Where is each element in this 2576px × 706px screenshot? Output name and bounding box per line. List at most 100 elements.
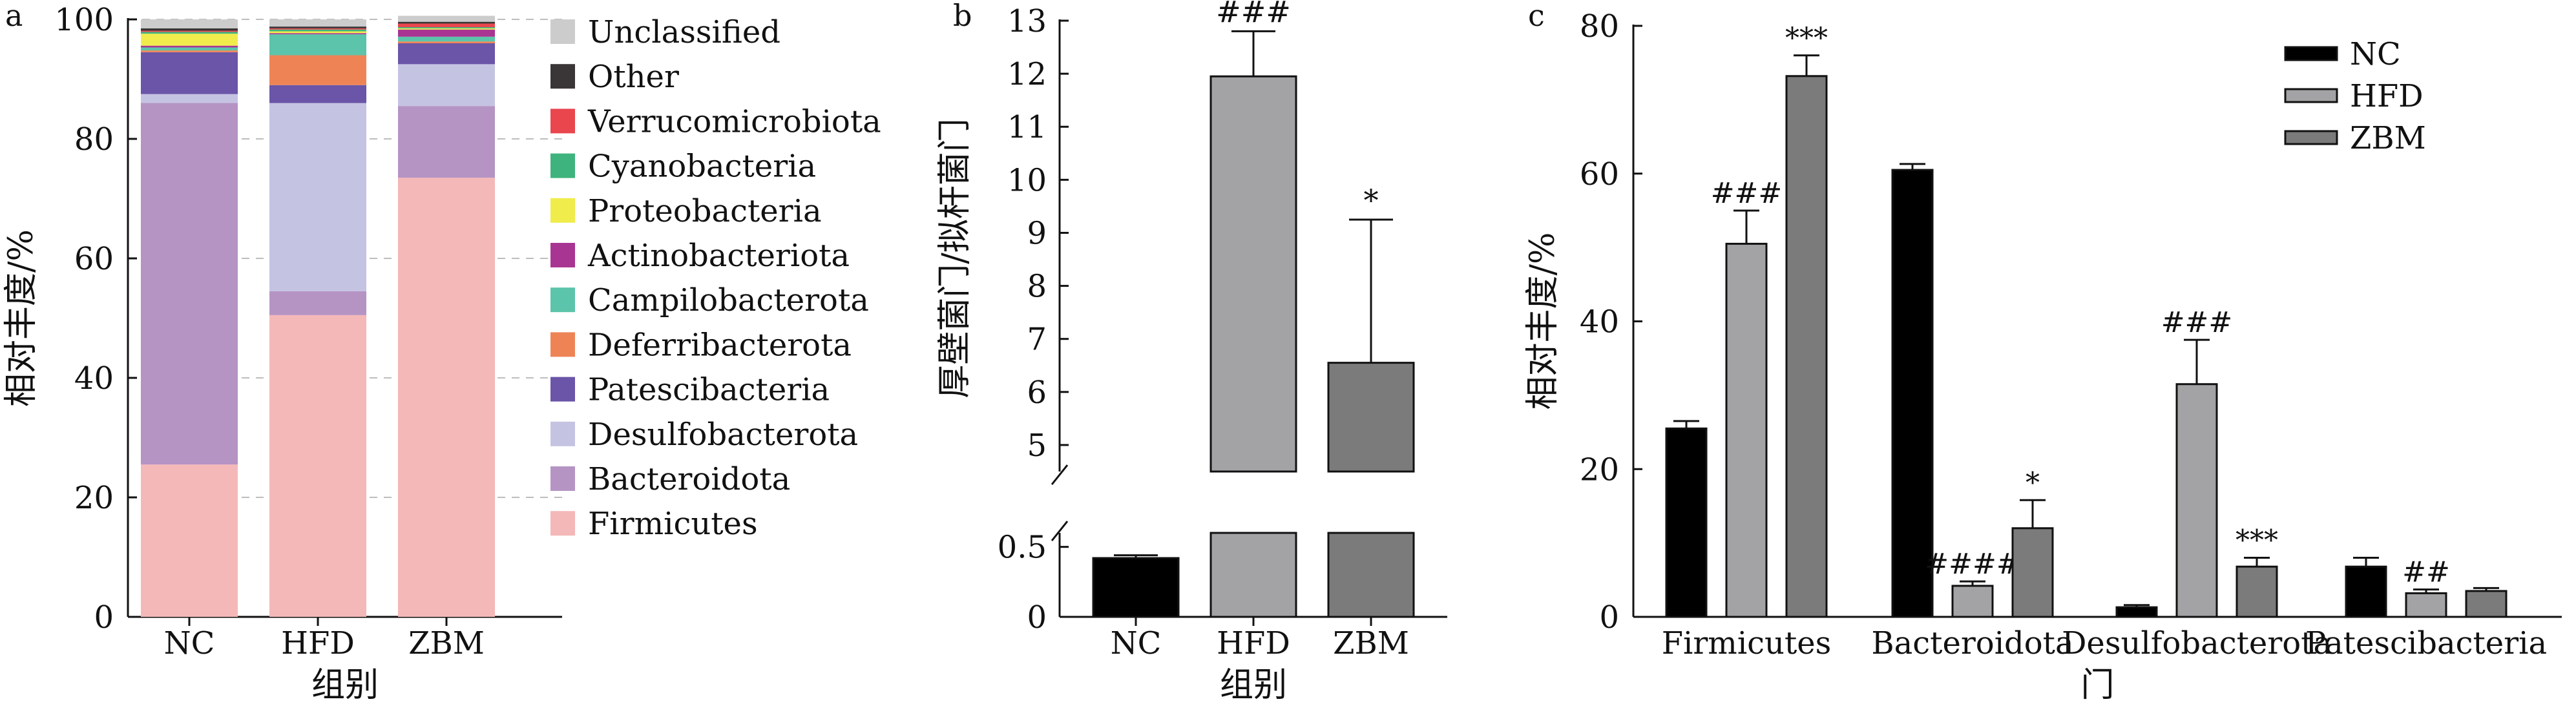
x-tick-label: Desulfobacterota xyxy=(2062,625,2332,661)
legend-label: Other xyxy=(588,59,679,95)
y-tick-label: 12 xyxy=(1007,56,1047,92)
bar-segment xyxy=(398,21,495,24)
significance-label: #### xyxy=(1925,548,2020,581)
bar-segment xyxy=(141,52,238,94)
legend-label: Unclassified xyxy=(588,14,780,50)
legend-swatch xyxy=(2284,130,2338,145)
y-tick-label: 8 xyxy=(1027,269,1047,305)
bar xyxy=(2465,590,2508,618)
bar xyxy=(1209,75,1297,473)
significance-label: *** xyxy=(1785,22,1828,55)
bar-segment xyxy=(398,36,495,42)
significance-label: * xyxy=(2026,466,2040,499)
y-tick-label: 40 xyxy=(1580,304,1619,340)
bar-segment xyxy=(269,28,366,30)
y-tick-label: 80 xyxy=(1580,8,1619,45)
panel-b: b 5 6 7 8 9 10 11 12 13 0 0.5 厚壁菌门/拟杆菌门 NC ### HFD * ZBM… xyxy=(936,0,1447,705)
bar-segment xyxy=(141,50,238,52)
bar-segment xyxy=(269,19,366,27)
x-axis-label: 组别 xyxy=(311,666,379,705)
y-tick-label: 11 xyxy=(1007,109,1047,145)
bar-segment xyxy=(141,34,238,46)
bar-segment xyxy=(398,29,495,37)
y-tick-label: 0 xyxy=(1599,599,1619,636)
y-tick-label: 9 xyxy=(1027,215,1047,251)
y-tick-label: 20 xyxy=(74,480,114,516)
bar-segment xyxy=(269,33,366,35)
x-tick-label: HFD xyxy=(1217,625,1290,661)
y-tick-label: 100 xyxy=(54,2,114,38)
significance-label: *** xyxy=(2236,524,2278,557)
legend-label: Bacteroidota xyxy=(588,461,790,497)
legend-label: Cyanobacteria xyxy=(588,149,816,185)
bar-segment xyxy=(141,94,238,103)
legend-swatch xyxy=(550,198,575,223)
bar xyxy=(2115,606,2158,618)
legend-swatch xyxy=(550,287,575,313)
legend-label: Proteobacteria xyxy=(588,193,822,229)
bar-segment xyxy=(269,291,366,315)
bar xyxy=(1092,557,1180,618)
y-tick-label: 0.5 xyxy=(998,530,1047,566)
y-tick-label: 0 xyxy=(94,599,114,636)
bar-segment xyxy=(141,19,238,28)
bar-segment xyxy=(398,106,495,178)
legend-swatch xyxy=(550,64,575,89)
legend-swatch xyxy=(550,466,575,491)
bar xyxy=(1327,362,1415,473)
bar-segment xyxy=(398,27,495,28)
bar xyxy=(2345,565,2387,618)
legend-swatch xyxy=(550,243,575,267)
bar xyxy=(2011,527,2054,618)
legend-swatch xyxy=(550,153,575,178)
bar xyxy=(1665,427,1708,618)
axis-break-mark xyxy=(1051,521,1069,541)
panel-a: a 0 20 40 60 80 100 相对丰度/% NC HFD ZBM 组别 Unclassifi… xyxy=(2,0,881,705)
bar-segment xyxy=(398,23,495,28)
legend-swatch xyxy=(550,19,575,44)
legend-label: NC xyxy=(2350,36,2401,72)
y-axis-label: 相对丰度/% xyxy=(2,229,41,407)
x-tick-label: HFD xyxy=(281,625,355,661)
bar-segment xyxy=(141,28,238,31)
bar-segment xyxy=(141,45,238,48)
x-tick-label: Patescibacteria xyxy=(2305,625,2547,661)
bar-segment xyxy=(141,47,238,51)
y-tick-label: 20 xyxy=(1580,452,1619,488)
y-tick-label: 6 xyxy=(1027,375,1047,411)
y-tick-label: 60 xyxy=(74,241,114,277)
bar xyxy=(1891,169,1934,618)
bar-segment xyxy=(269,26,366,28)
bar xyxy=(2405,592,2447,618)
bar-segment xyxy=(398,64,495,107)
bar-segment xyxy=(141,30,238,32)
y-tick-label: 40 xyxy=(74,360,114,397)
x-tick-label: ZBM xyxy=(1333,625,1409,661)
x-axis-label: 组别 xyxy=(1220,666,1287,705)
bar xyxy=(1209,532,1297,618)
legend-swatch xyxy=(2284,46,2338,61)
significance-label: * xyxy=(1364,183,1379,218)
legend-label: Campilobacterota xyxy=(588,282,869,318)
bar-segment xyxy=(269,31,366,34)
bar xyxy=(1327,532,1415,618)
legend-swatch xyxy=(550,421,575,446)
y-tick-label: 0 xyxy=(1027,599,1047,636)
panel-c: c 0 20 40 60 80 相对丰度/% ### *** Firmicutes #### * Ba… xyxy=(1524,0,2562,705)
y-tick-label: 13 xyxy=(1007,3,1047,39)
x-tick-label: NC xyxy=(164,625,215,661)
panel-c-label: c xyxy=(1528,0,1545,33)
legend-label: ZBM xyxy=(2350,120,2426,156)
legend-swatch xyxy=(550,109,575,134)
bar-segment xyxy=(269,55,366,85)
bar xyxy=(2175,383,2218,618)
y-tick-label: 5 xyxy=(1027,428,1047,464)
axis-break-mark xyxy=(1051,464,1069,485)
bar xyxy=(1725,242,1768,618)
legend-label: Patescibacteria xyxy=(588,372,830,408)
bar xyxy=(2236,565,2278,618)
bar-segment xyxy=(269,34,366,56)
legend-swatch xyxy=(550,511,575,536)
legend-label: Desulfobacterota xyxy=(588,417,858,453)
